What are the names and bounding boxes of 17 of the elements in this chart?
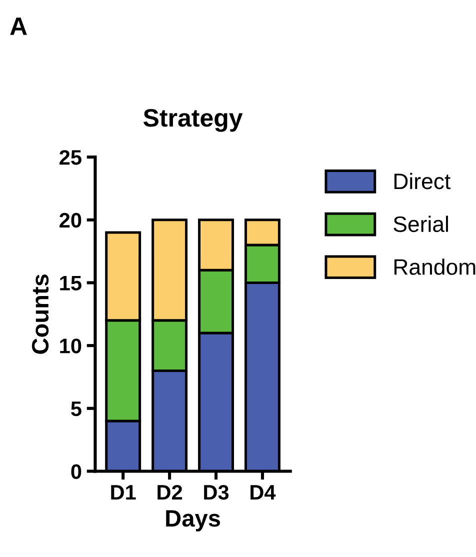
y-tick-label: 15	[60, 276, 82, 290]
y-axis-title: Counts	[32, 274, 49, 354]
chart-title: Strategy	[143, 109, 243, 132]
y-tick-label: 25	[60, 150, 82, 165]
x-axis-title: Days	[166, 510, 220, 532]
y-tick-label: 20	[60, 212, 82, 228]
x-tick-label: D3	[204, 484, 229, 500]
legend-label: Random	[394, 258, 476, 275]
y-tick-label: 5	[71, 402, 82, 416]
y-tick-label: 10	[60, 338, 82, 354]
legend-label: Direct	[394, 172, 451, 190]
x-tick-label: D1	[111, 485, 136, 500]
x-tick-label: D4	[250, 485, 276, 500]
y-tick-label: 0	[71, 464, 82, 479]
legend-label: Serial	[394, 216, 448, 232]
x-tick-label: D2	[158, 484, 182, 500]
text: A	[10, 18, 27, 35]
